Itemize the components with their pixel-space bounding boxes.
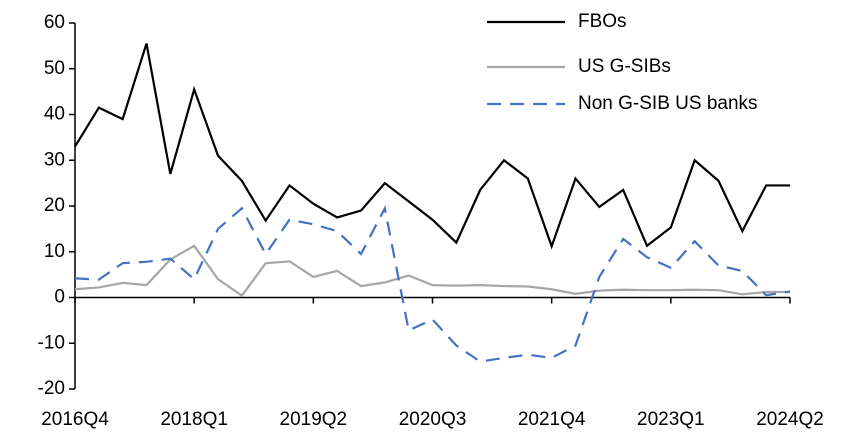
- x-tick-label: 2024Q2: [756, 409, 824, 430]
- y-tick-label: 60: [44, 12, 65, 33]
- x-tick-label: 2019Q2: [280, 409, 348, 430]
- legend-label: FBOs: [578, 11, 627, 32]
- legend-label: US G-SIBs: [578, 56, 671, 77]
- y-tick-label: 50: [44, 58, 65, 79]
- x-tick-label: 2020Q3: [399, 409, 467, 430]
- y-tick-label: -20: [38, 378, 65, 399]
- x-tick-label: 2023Q1: [637, 409, 705, 430]
- series-line: [74, 43, 790, 250]
- y-tick-label: 40: [44, 104, 65, 125]
- series-line: [74, 204, 791, 363]
- y-tick-label: 30: [44, 149, 65, 170]
- x-tick-label: 2018Q1: [160, 409, 228, 430]
- y-tick-label: 10: [44, 241, 65, 262]
- y-tick-label: 0: [54, 287, 65, 308]
- series-line: [74, 244, 790, 298]
- x-tick-label: 2021Q4: [518, 409, 586, 430]
- x-tick-label: 2016Q4: [41, 409, 109, 430]
- legend-label: Non G-SIB US banks: [578, 93, 758, 114]
- y-tick-label: -10: [38, 332, 65, 353]
- y-tick-label: 20: [44, 195, 65, 216]
